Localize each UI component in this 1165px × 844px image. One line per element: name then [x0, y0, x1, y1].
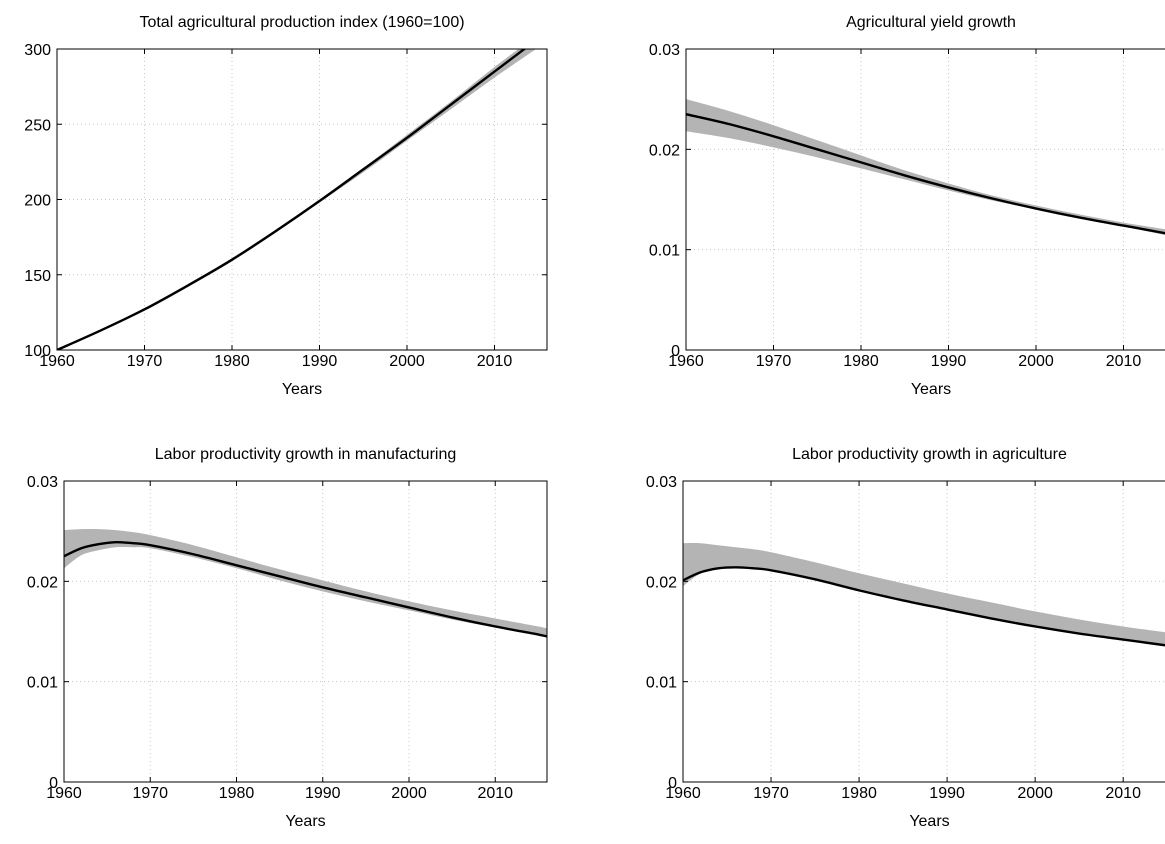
chart-title: Labor productivity growth in manufacturi… [155, 446, 457, 463]
chart-panel-1: Total agricultural production index (196… [24, 14, 548, 398]
x-tick-label: 1960 [668, 353, 704, 370]
x-tick-label: 1970 [132, 785, 168, 802]
plot-frame [685, 48, 1165, 351]
x-tick-label: 1990 [931, 353, 967, 370]
series-line [686, 113, 1165, 235]
x-axis-label: Years [282, 381, 322, 398]
y-tick-label: 0.01 [646, 675, 677, 692]
x-tick-label: 1990 [305, 785, 341, 802]
x-tick-label: 1960 [46, 785, 82, 802]
series-line [57, 49, 527, 350]
x-tick-label: 2010 [1105, 785, 1141, 802]
chart-panel-4: Labor productivity growth in agriculture… [646, 446, 1165, 830]
x-tick-label: 1970 [756, 353, 792, 370]
series-line [64, 540, 547, 638]
x-tick-label: 1960 [39, 353, 75, 370]
simulation-band [686, 99, 1165, 236]
x-tick-label: 2010 [1106, 353, 1142, 370]
x-tick-label: 1980 [841, 785, 877, 802]
x-tick-label: 1970 [753, 785, 789, 802]
y-tick-label: 0.03 [646, 474, 677, 491]
x-axis-label: Years [909, 813, 949, 830]
x-tick-label: 1990 [302, 353, 338, 370]
simulation-band [683, 543, 1165, 646]
y-tick-label: 0 [49, 775, 58, 792]
x-tick-label: 1980 [214, 353, 250, 370]
y-tick-label: 0.01 [649, 243, 680, 260]
y-tick-label: 300 [24, 42, 51, 59]
x-tick-label: 2000 [1017, 785, 1053, 802]
y-tick-label: 0.03 [649, 42, 680, 59]
y-tick-label: 0 [668, 775, 677, 792]
x-axis-label: Years [285, 813, 325, 830]
x-tick-label: 2000 [389, 353, 425, 370]
chart-title: Agricultural yield growth [846, 14, 1016, 31]
y-tick-label: 250 [24, 117, 51, 134]
x-tick-label: 1980 [219, 785, 255, 802]
y-tick-label: 150 [24, 268, 51, 285]
simulation-band [57, 49, 537, 350]
x-tick-label: 2010 [477, 353, 513, 370]
x-tick-label: 1990 [929, 785, 965, 802]
x-axis-label: Years [911, 381, 951, 398]
y-tick-label: 200 [24, 193, 51, 210]
series-line [683, 566, 1165, 647]
y-tick-label: 0.01 [27, 675, 58, 692]
plot-frame [63, 480, 548, 783]
x-tick-label: 1960 [665, 785, 701, 802]
x-tick-label: 1980 [843, 353, 879, 370]
y-tick-label: 0.02 [646, 574, 677, 591]
plot-frame [682, 480, 1165, 783]
chart-title: Total agricultural production index (196… [139, 14, 464, 31]
y-tick-label: 0.03 [27, 474, 58, 491]
chart-title: Labor productivity growth in agriculture [792, 446, 1067, 463]
y-tick-label: 0.02 [649, 142, 680, 159]
y-tick-label: 0.02 [27, 574, 58, 591]
chart-panel-2: Agricultural yield growth 1960 1970 1980 199… [649, 14, 1165, 398]
x-tick-label: 1970 [127, 353, 163, 370]
y-tick-label: 0 [671, 343, 680, 360]
chart-panel-3: Labor productivity growth in manufacturi… [27, 446, 548, 830]
x-tick-label: 2000 [391, 785, 427, 802]
x-tick-label: 2000 [1018, 353, 1054, 370]
x-tick-label: 2010 [477, 785, 513, 802]
y-tick-label: 100 [24, 343, 51, 360]
